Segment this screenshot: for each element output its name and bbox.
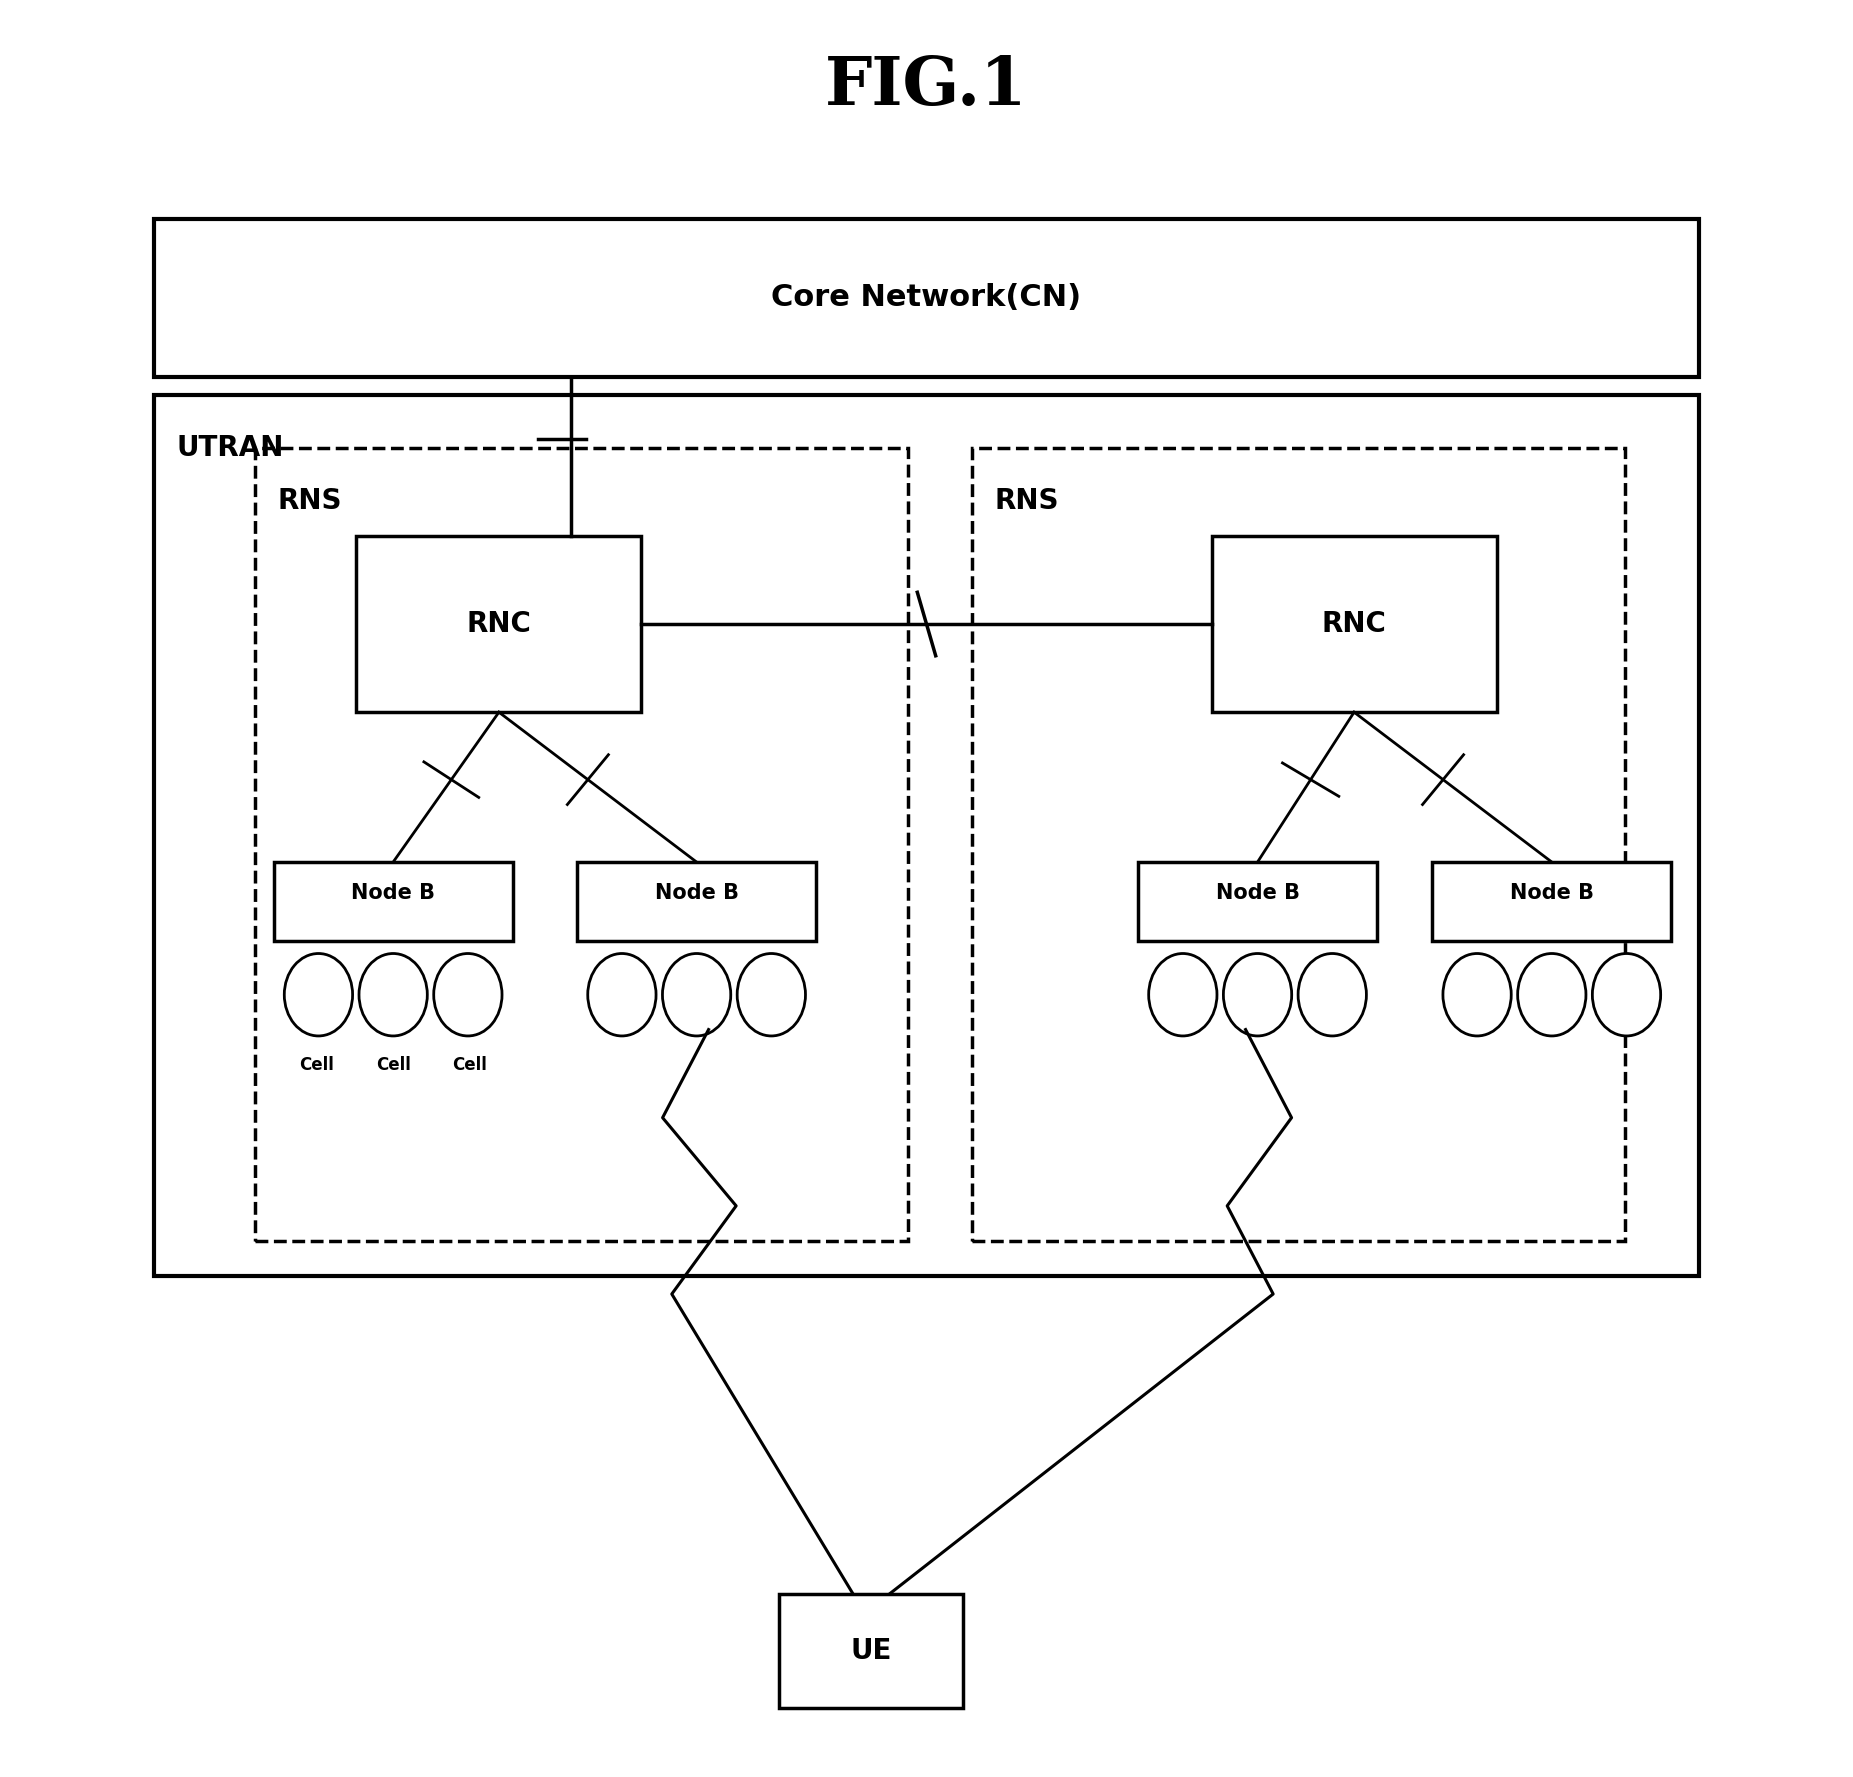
- Ellipse shape: [359, 954, 428, 1036]
- Ellipse shape: [737, 954, 806, 1036]
- Ellipse shape: [1299, 954, 1366, 1036]
- Bar: [274, 862, 513, 942]
- Text: Cell: Cell: [452, 1056, 487, 1073]
- Ellipse shape: [663, 954, 730, 1036]
- Bar: [780, 1594, 964, 1708]
- Text: RNS: RNS: [995, 487, 1060, 515]
- Bar: [1432, 862, 1671, 942]
- Text: RNC: RNC: [467, 610, 532, 638]
- Bar: [973, 448, 1625, 1240]
- Text: RNS: RNS: [278, 487, 341, 515]
- Ellipse shape: [1592, 954, 1660, 1036]
- Bar: [1138, 862, 1377, 942]
- Text: Node B: Node B: [352, 883, 435, 903]
- Ellipse shape: [587, 954, 656, 1036]
- Text: UE: UE: [851, 1637, 891, 1665]
- Bar: [154, 219, 1699, 377]
- Text: Core Network(CN): Core Network(CN): [771, 283, 1082, 313]
- Text: FIG.1: FIG.1: [825, 53, 1028, 119]
- Text: Cell: Cell: [376, 1056, 411, 1073]
- Bar: [356, 537, 641, 713]
- Ellipse shape: [1149, 954, 1217, 1036]
- Bar: [1212, 537, 1497, 713]
- Ellipse shape: [1518, 954, 1586, 1036]
- Bar: [256, 448, 908, 1240]
- Text: Cell: Cell: [298, 1056, 334, 1073]
- Text: Node B: Node B: [1510, 883, 1594, 903]
- Bar: [576, 862, 815, 942]
- Ellipse shape: [284, 954, 352, 1036]
- Ellipse shape: [1223, 954, 1292, 1036]
- Text: Node B: Node B: [654, 883, 739, 903]
- Text: Node B: Node B: [1216, 883, 1299, 903]
- Ellipse shape: [1443, 954, 1512, 1036]
- Ellipse shape: [434, 954, 502, 1036]
- Bar: [154, 394, 1699, 1276]
- Text: RNC: RNC: [1321, 610, 1386, 638]
- Text: UTRAN: UTRAN: [176, 434, 284, 462]
